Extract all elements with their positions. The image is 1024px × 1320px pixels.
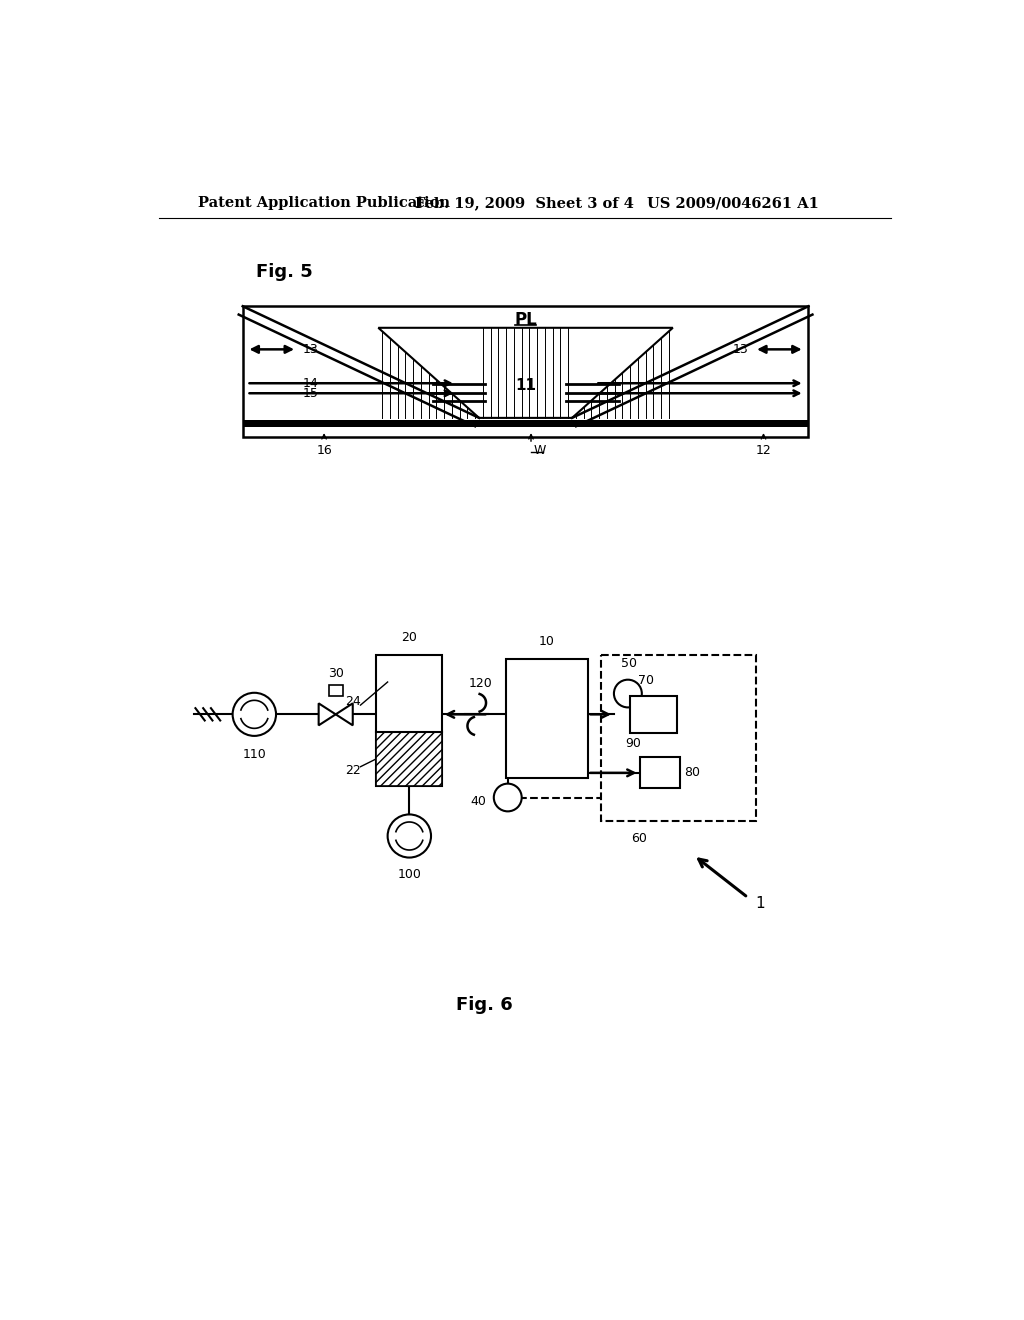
Text: 15: 15 [303, 387, 319, 400]
Bar [640, 758, 680, 788]
Text: 30: 30 [328, 668, 344, 681]
Polygon shape [378, 327, 673, 418]
Text: US 2009/0046261 A1: US 2009/0046261 A1 [647, 197, 819, 210]
Text: 11: 11 [515, 378, 537, 393]
Circle shape [388, 814, 431, 858]
Bar [376, 733, 442, 785]
Text: Patent Application Publication: Patent Application Publication [198, 197, 450, 210]
Text: 16: 16 [316, 444, 332, 457]
Text: PL: PL [514, 312, 537, 329]
Text: 40: 40 [470, 795, 486, 808]
Text: 14: 14 [303, 376, 318, 389]
Text: 12: 12 [756, 444, 771, 457]
Bar [630, 696, 677, 733]
Text: 13: 13 [732, 343, 748, 356]
Bar [243, 306, 809, 437]
Text: 20: 20 [401, 631, 417, 644]
Text: 70: 70 [638, 673, 653, 686]
Text: Feb. 19, 2009  Sheet 3 of 4: Feb. 19, 2009 Sheet 3 of 4 [415, 197, 634, 210]
Text: 90: 90 [626, 737, 641, 750]
Bar [243, 420, 809, 428]
Text: 60: 60 [632, 832, 647, 845]
Circle shape [614, 680, 642, 708]
Text: 1: 1 [756, 896, 765, 911]
Bar [376, 655, 442, 785]
Bar [601, 655, 756, 821]
Circle shape [232, 693, 276, 737]
Polygon shape [318, 704, 336, 726]
Bar [329, 685, 343, 696]
Text: 10: 10 [539, 635, 555, 648]
Text: 120: 120 [469, 677, 493, 689]
Text: 50: 50 [622, 657, 637, 671]
Text: 100: 100 [397, 869, 421, 882]
Text: 22: 22 [345, 764, 360, 777]
Text: 110: 110 [243, 748, 266, 762]
Text: Fig. 6: Fig. 6 [456, 997, 513, 1014]
Text: 80: 80 [684, 767, 700, 779]
Text: 24: 24 [345, 694, 360, 708]
Text: 13: 13 [303, 343, 318, 356]
Bar [506, 659, 588, 779]
Text: Fig. 5: Fig. 5 [256, 264, 312, 281]
Circle shape [494, 784, 521, 812]
Text: W: W [534, 444, 546, 457]
Polygon shape [336, 704, 352, 726]
